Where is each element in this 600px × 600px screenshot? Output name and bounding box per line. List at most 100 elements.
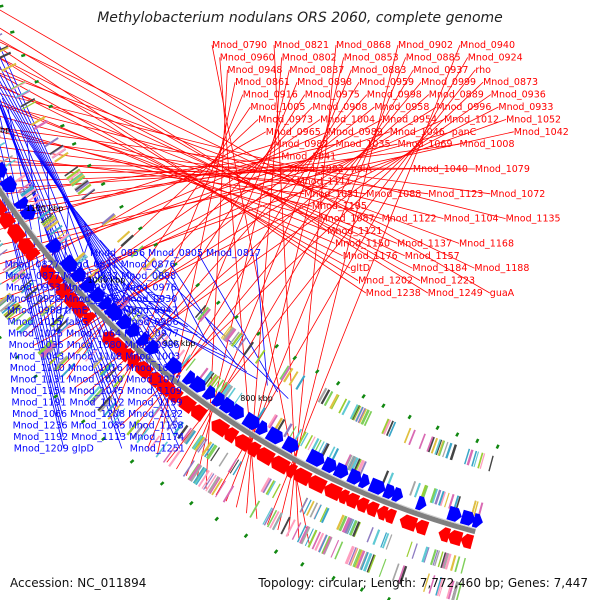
feature-mark (280, 516, 291, 535)
callout-line (0, 115, 382, 219)
forward-gene-label: Mnod_0989 (328, 127, 383, 138)
reverse-gene-arrow (59, 254, 78, 273)
feature-mark (341, 517, 351, 533)
backbone-arc (0, 186, 476, 535)
reverse-gene-label: Mnod_1209 (14, 444, 69, 455)
feature-mark (429, 549, 437, 566)
feature-mark (172, 421, 184, 436)
callout-line (0, 46, 181, 449)
feature-mark (224, 327, 236, 342)
forward-gene-label: holA (351, 164, 372, 175)
feature-mark (388, 421, 397, 437)
reverse-gene-arrow (97, 295, 112, 310)
feature-mark (466, 449, 474, 466)
forward-gene-label: Mnod_1176 (343, 251, 398, 262)
feature-mark (351, 404, 360, 420)
reverse-gene-label: Mnod_1066 (12, 409, 67, 420)
feature-mark (269, 510, 280, 529)
feature-mark (4, 262, 19, 274)
feature-mark (53, 355, 68, 371)
forward-gene-label: Mnod_0959 (359, 77, 414, 88)
feature-mark (101, 213, 116, 226)
forward-gene-arrow (0, 213, 17, 230)
reverse-gene-arrow (391, 487, 404, 502)
callout-line (0, 74, 351, 269)
forward-gene-arrow (438, 527, 452, 543)
feature-mark (455, 582, 463, 600)
forward-gene-arrow (224, 427, 240, 444)
reverse-gene-arrow (103, 302, 123, 321)
feature-mark (51, 147, 66, 159)
feature-mark (166, 417, 178, 431)
feature-mark (356, 550, 366, 569)
feature-mark (359, 461, 367, 476)
reverse-gene-arrow (218, 396, 235, 414)
forward-gene-label: Mnod_1202 (358, 276, 413, 287)
reverse-gene-label: Mnod_1109 (127, 386, 182, 397)
feature-mark (334, 541, 344, 560)
feature-mark (352, 548, 361, 567)
feature-mark (2, 259, 17, 271)
callout-line (0, 84, 343, 257)
feature-mark (423, 573, 430, 593)
feature-mark (473, 451, 480, 468)
feature-mark (91, 354, 104, 368)
feature-mark (413, 482, 421, 498)
feature-mark (168, 450, 181, 468)
feature-mark (363, 410, 373, 427)
reverse-gene-label: Mnod_0932 (63, 271, 118, 282)
forward-gene-arrow (376, 505, 389, 521)
feature-mark (54, 319, 68, 332)
feature-mark (448, 493, 455, 509)
forward-gene-arrow (345, 492, 361, 509)
forward-gene-label: Mnod_0975 (305, 90, 360, 101)
forward-gene-label: Mnod_1082 (289, 164, 344, 175)
feature-mark (66, 168, 81, 180)
feature-mark (451, 581, 459, 600)
forward-gene-arrow (323, 483, 343, 502)
feature-mark (44, 218, 58, 229)
feature-mark (222, 326, 233, 340)
feature-mark (75, 181, 90, 193)
feature-mark (348, 456, 357, 471)
forward-gene-label: Mnod_0937 (413, 65, 468, 76)
feature-mark (204, 372, 215, 386)
feature-mark (1, 300, 18, 314)
feature-mark (206, 374, 217, 388)
feature-mark (147, 435, 161, 452)
reverse-gene-label: Mnod_1030 (68, 375, 123, 386)
callout-line (112, 264, 247, 373)
feature-mark (0, 292, 11, 304)
tick-dash (159, 481, 165, 486)
callout-line (0, 100, 336, 244)
callout-line (0, 93, 506, 219)
forward-gene-label: rho (475, 65, 491, 76)
feature-mark (442, 552, 450, 569)
feature-mark (58, 323, 72, 336)
forward-gene-arrow (365, 501, 380, 518)
feature-mark (311, 531, 322, 550)
forward-gene-label: Mnod_0924 (468, 52, 523, 63)
feature-mark (391, 563, 400, 582)
feature-mark (260, 477, 271, 493)
feature-mark (358, 408, 367, 424)
callout-line (0, 91, 177, 380)
feature-mark (54, 356, 70, 372)
callout-line (139, 252, 289, 399)
feature-mark (81, 345, 94, 358)
feature-mark (267, 480, 276, 496)
forward-gene-label: Mnod_0802 (282, 52, 337, 63)
feature-mark (7, 265, 21, 277)
feature-mark (49, 314, 63, 327)
forward-gene-arrow (17, 238, 36, 256)
tick-dash (53, 394, 59, 399)
reverse-gene-arrow (115, 313, 132, 330)
feature-mark (222, 385, 234, 399)
reverse-gene-arrow (321, 456, 337, 474)
feature-mark (307, 436, 316, 451)
feature-mark (330, 394, 340, 410)
reverse-gene-label: Mnod_0988 (7, 306, 62, 317)
feature-mark (227, 458, 238, 473)
feature-mark (161, 413, 173, 427)
